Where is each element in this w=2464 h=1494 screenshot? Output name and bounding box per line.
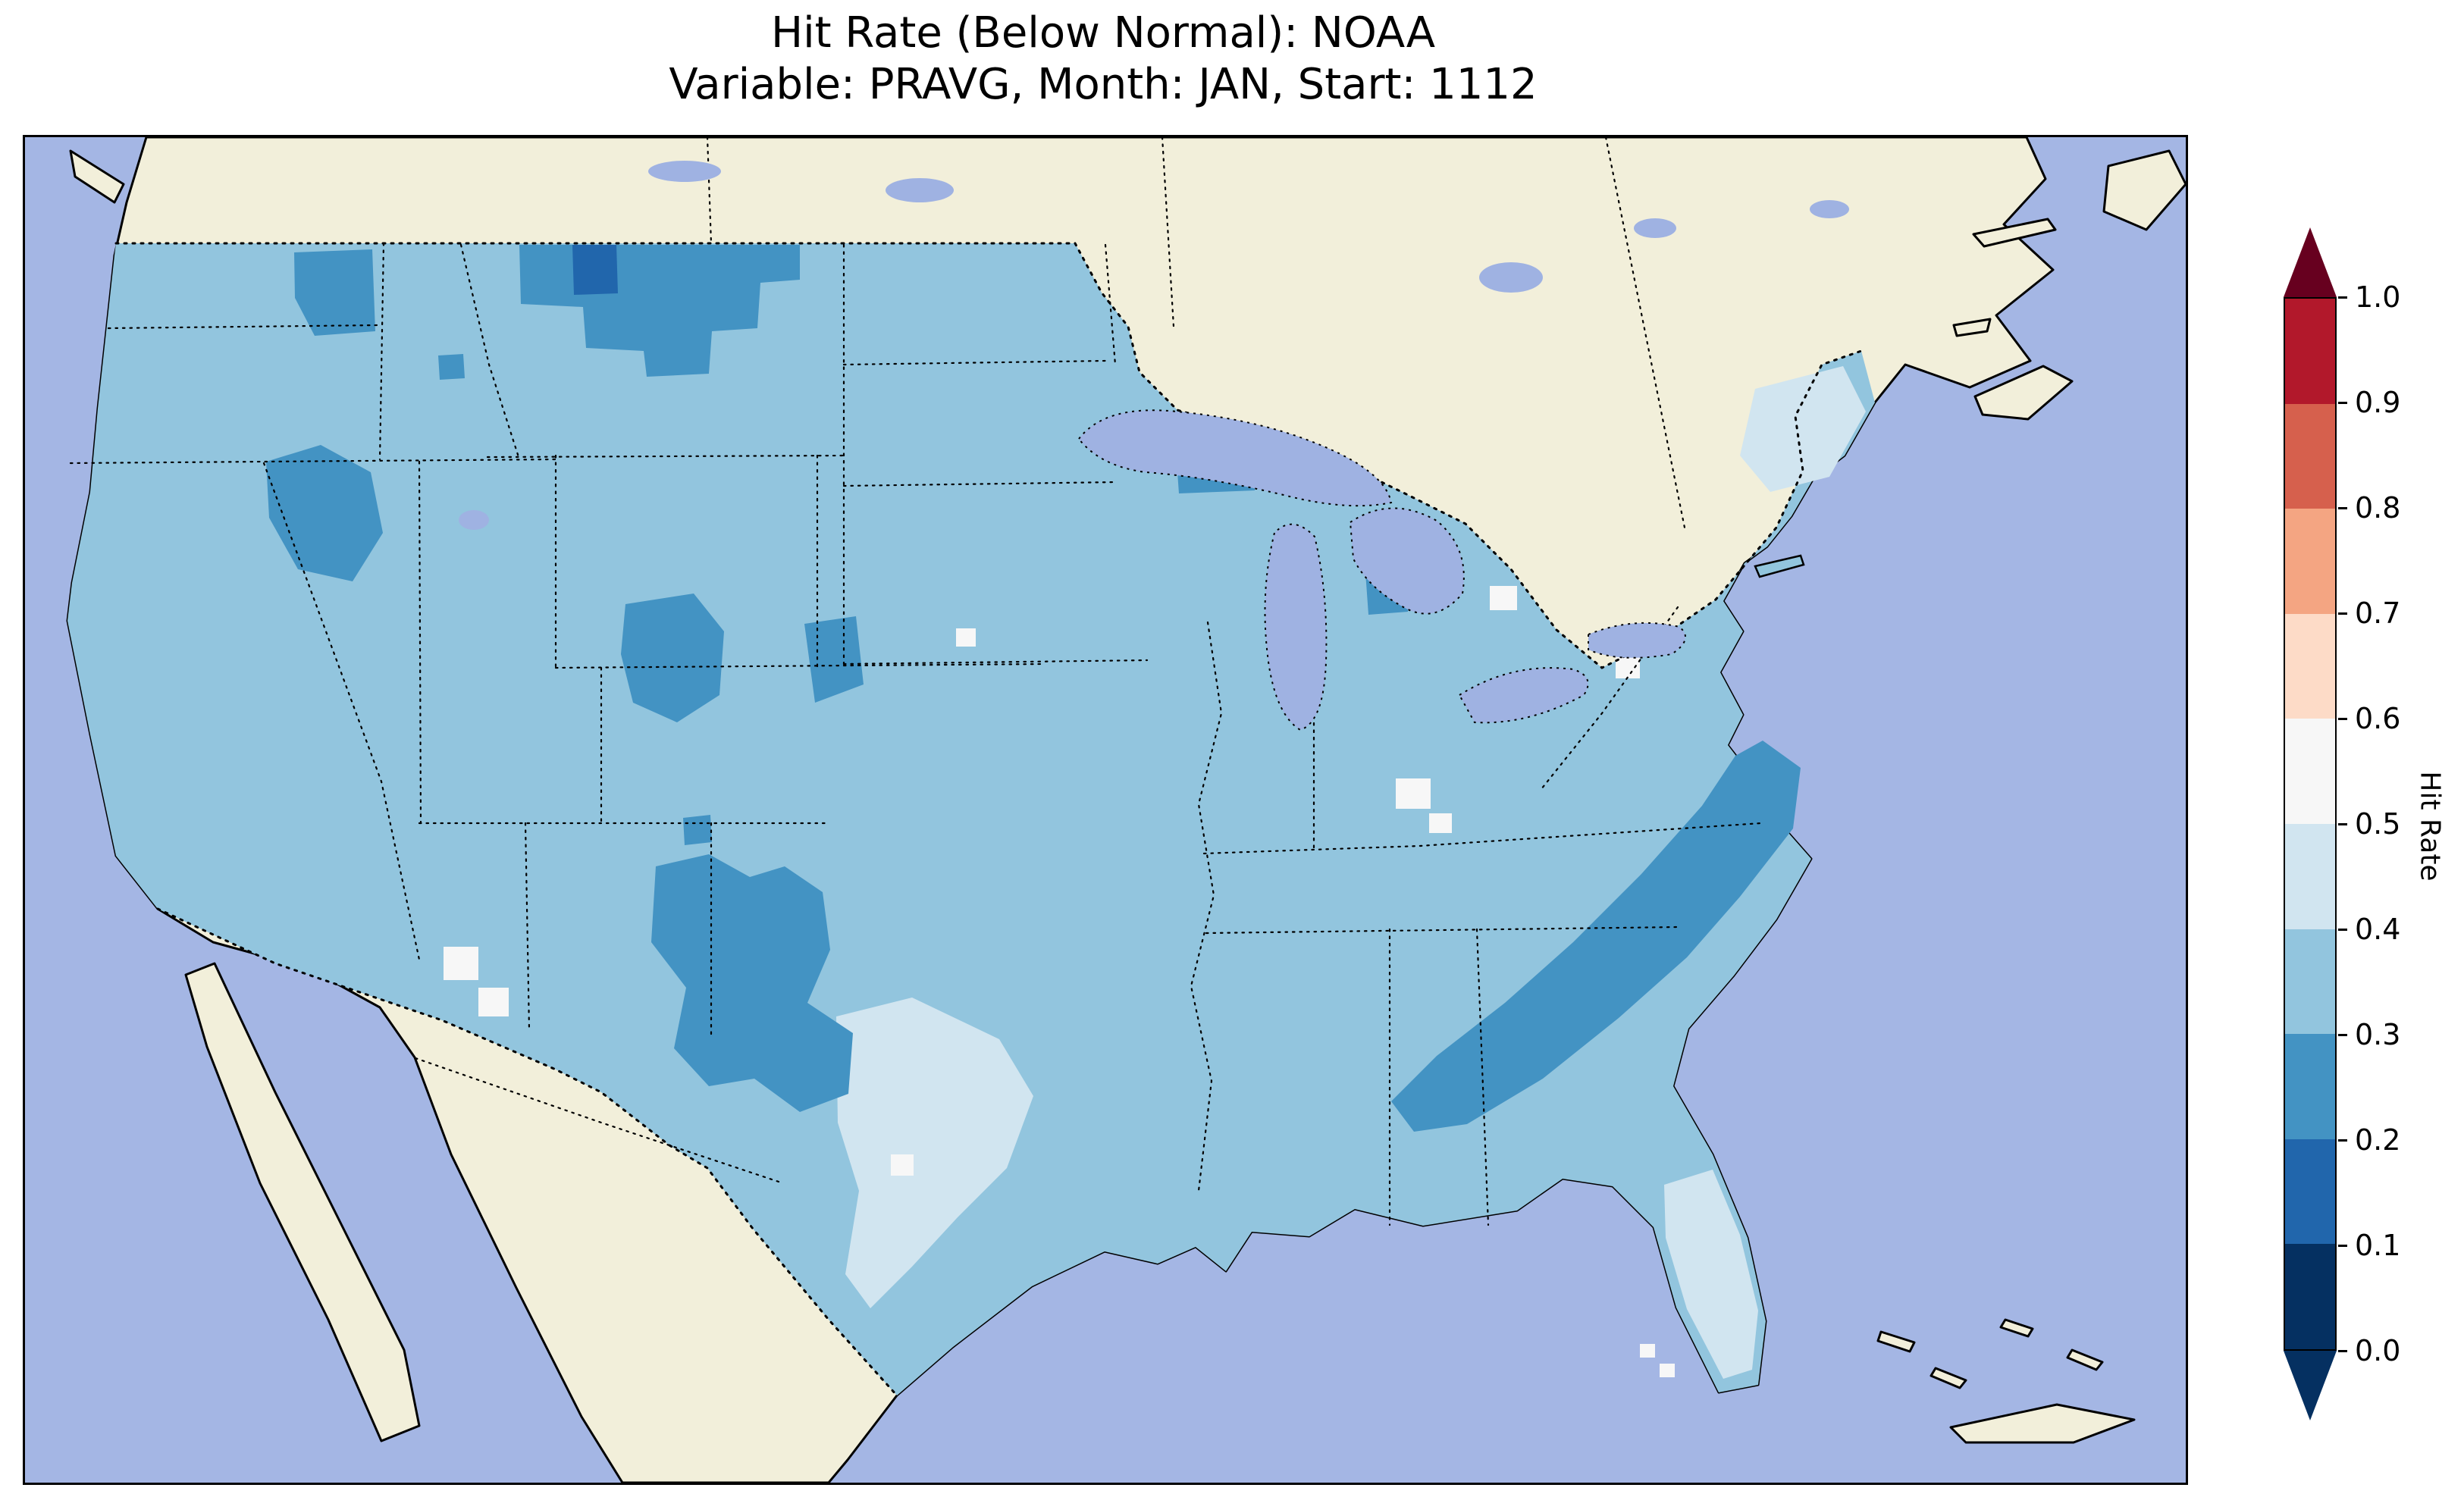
colorbar-tick-label: 0.7 xyxy=(2355,597,2401,630)
lake-superior xyxy=(1077,409,1393,507)
colorbar-segment xyxy=(2285,1139,2335,1245)
colorbar-tick-label: 0.8 xyxy=(2355,491,2401,525)
colorbar-tick-label: 0.1 xyxy=(2355,1229,2401,1262)
colorbar-tick-mark xyxy=(2338,506,2347,509)
colorbar-label: Hit Rate xyxy=(2414,771,2446,882)
hit-rate-patches-white xyxy=(444,586,1675,1377)
colorbar-extend-under-arrow xyxy=(2284,1351,2337,1420)
colorbar-tick-mark xyxy=(2338,1244,2347,1247)
colorbar-tick-mark xyxy=(2338,1349,2347,1352)
lake-michigan xyxy=(1264,523,1328,731)
colorbar-body xyxy=(2284,297,2337,1351)
long-island xyxy=(1754,554,1805,578)
great-lakes xyxy=(1077,409,1686,731)
colorbar-segment xyxy=(2285,299,2335,404)
cuba xyxy=(1949,1403,2136,1444)
colorbar-tick-label: 0.6 xyxy=(2355,702,2401,735)
national-borders xyxy=(114,242,1863,1397)
lake-erie xyxy=(1458,667,1589,724)
colorbar-segment xyxy=(2285,1244,2335,1349)
colorbar-tick-mark xyxy=(2338,612,2347,615)
colorbar-segment xyxy=(2285,1034,2335,1139)
anticosti-island xyxy=(1972,218,2057,248)
bahamas-1 xyxy=(1876,1330,1916,1353)
colorbar-tick-label: 0.3 xyxy=(2355,1018,2401,1051)
lake-huron xyxy=(1349,507,1465,615)
islands xyxy=(69,149,2186,1444)
colorbar-tick-mark xyxy=(2338,296,2347,299)
hit-rate-patch-darker xyxy=(572,245,618,295)
colorbar-segment xyxy=(2285,509,2335,614)
colorbar-tick-label: 0.2 xyxy=(2355,1123,2401,1157)
colorbar-segment xyxy=(2285,929,2335,1035)
colorbar-tick-mark xyxy=(2338,1033,2347,1036)
lake-ontario xyxy=(1588,622,1686,659)
colorbar-segment xyxy=(2285,403,2335,509)
us-mexico-border xyxy=(156,907,898,1397)
bahamas-4 xyxy=(2066,1348,2104,1371)
great-salt-lake xyxy=(459,510,489,530)
bahamas-3 xyxy=(1999,1318,2034,1338)
colorbar-extend-over-arrow xyxy=(2284,227,2337,297)
colorbar: 0.0 0.1 0.2 0.3 0.4 0.5 0.6 0.7 0.8 0.9 1.0 xyxy=(2284,227,2400,1420)
colorbar-tick-mark xyxy=(2338,717,2347,720)
colorbar-tick-label: 0.0 xyxy=(2355,1334,2401,1367)
newfoundland xyxy=(2102,149,2186,231)
colorbar-segment xyxy=(2285,719,2335,824)
colorbar-tick-label: 1.0 xyxy=(2355,280,2401,314)
small-lakes xyxy=(459,161,1849,530)
vancouver-island xyxy=(69,149,125,204)
colorbar-tick-mark xyxy=(2338,401,2347,404)
colorbar-tick-mark xyxy=(2338,928,2347,931)
nova-scotia xyxy=(1973,365,2074,421)
figure-title-line1: Hit Rate (Below Normal): NOAA xyxy=(770,8,1436,58)
figure-title-line2: Variable: PRAVG, Month: JAN, Start: 1112 xyxy=(669,60,1538,110)
colorbar-tick-label: 0.5 xyxy=(2355,807,2401,841)
bahamas-2 xyxy=(1930,1367,1967,1389)
state-borders xyxy=(69,242,1763,1226)
hit-rate-patches-light xyxy=(836,366,1866,1379)
us-canada-border xyxy=(114,242,1863,669)
prince-edward-island xyxy=(1952,318,1992,337)
colorbar-tick-label: 0.4 xyxy=(2355,913,2401,946)
us-hit-rate-map xyxy=(25,137,2186,1483)
canada-mexico-borders xyxy=(414,137,1687,1185)
figure-title: Hit Rate (Below Normal): NOAA Variable: … xyxy=(23,8,2183,111)
colorbar-tick-label: 0.9 xyxy=(2355,386,2401,419)
map-axes-frame xyxy=(23,135,2188,1485)
colorbar-tick-mark xyxy=(2338,1139,2347,1142)
baja-california xyxy=(184,962,421,1442)
colorbar-tick-mark xyxy=(2338,822,2347,825)
colorbar-segment xyxy=(2285,823,2335,929)
colorbar-segment xyxy=(2285,613,2335,719)
